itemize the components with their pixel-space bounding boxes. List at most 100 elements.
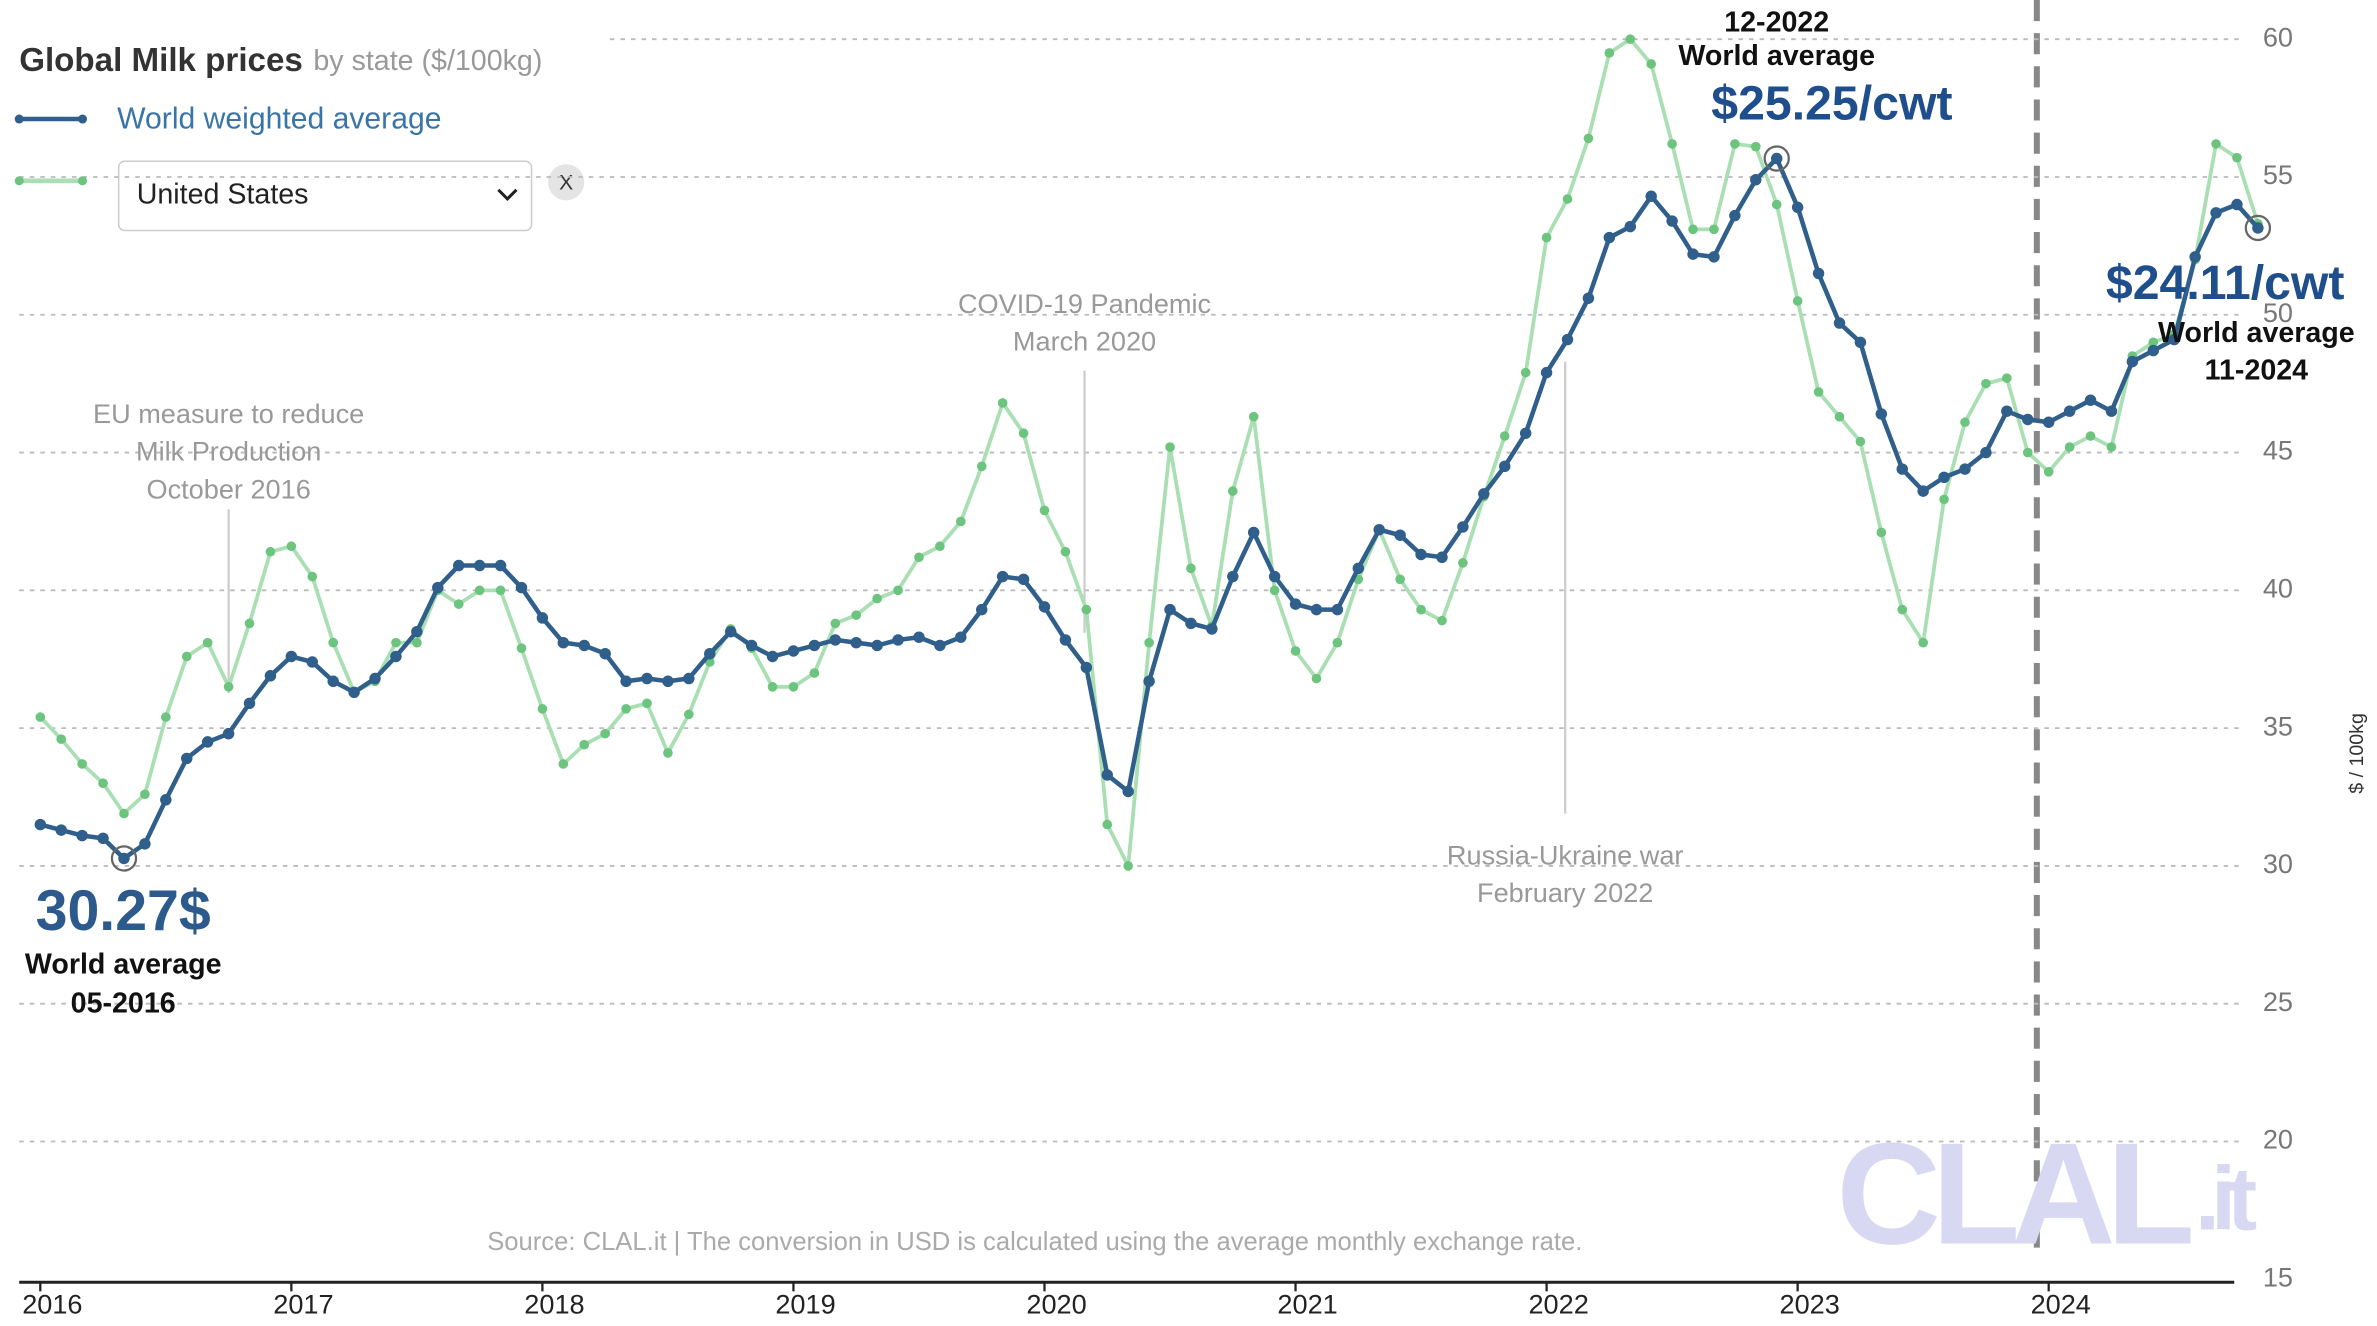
data-point (1645, 190, 1657, 202)
event-label: March 2020 (1013, 326, 1156, 357)
y-tick-label: 35 (2263, 710, 2293, 741)
data-point (1415, 548, 1427, 561)
data-point (1812, 267, 1825, 280)
x-tick-label: 2019 (775, 1289, 835, 1320)
data-point (766, 650, 779, 663)
data-point (1352, 562, 1365, 575)
data-point (913, 631, 925, 643)
watermark-main: CLAL (1836, 1113, 2190, 1275)
data-point (1582, 292, 1595, 304)
x-tick-label: 2024 (2031, 1289, 2091, 1320)
data-point (1603, 231, 1616, 244)
y-tick-label: 45 (2263, 435, 2293, 466)
data-point (35, 712, 46, 722)
data-point (2147, 344, 2160, 357)
data-point (1394, 529, 1406, 541)
data-point (557, 636, 570, 649)
data-point (1960, 417, 1970, 428)
data-point (1854, 336, 1867, 349)
data-point (1247, 526, 1260, 539)
highlight-value: $24.11/cwt (2106, 256, 2345, 310)
data-point (724, 625, 737, 638)
data-point (453, 599, 464, 609)
dropdown-value[interactable]: United States (137, 178, 309, 210)
data-point (892, 634, 904, 646)
data-point (1541, 232, 1552, 243)
legend-dot (14, 176, 24, 186)
data-point (2168, 333, 2180, 346)
y-tick-label: 55 (2263, 159, 2293, 190)
data-point (1373, 523, 1385, 536)
data-point (893, 585, 903, 596)
data-point (641, 672, 653, 685)
x-tick-label: 2020 (1026, 1289, 1086, 1320)
data-point (160, 794, 172, 806)
data-point (1688, 224, 1698, 235)
data-point (369, 672, 381, 685)
x-tick-label: 2022 (1528, 1289, 1588, 1320)
data-point (2064, 442, 2075, 452)
data-point (432, 581, 444, 594)
data-point (119, 808, 129, 819)
data-point (1791, 201, 1804, 214)
y-tick-label: 20 (2263, 1124, 2293, 1155)
highlight-ring (1763, 145, 1790, 172)
highlight-caption: World average (2158, 317, 2355, 349)
data-point (1206, 623, 1218, 635)
event-label: February 2022 (1477, 877, 1653, 908)
data-point (328, 637, 339, 648)
event-label: EU measure to reduce (93, 398, 364, 429)
data-point (1896, 463, 1908, 475)
data-point (56, 734, 67, 744)
clear-button[interactable] (548, 164, 585, 201)
data-point (1331, 603, 1344, 616)
data-point (1185, 617, 1197, 630)
y-tick-label: 15 (2263, 1261, 2293, 1292)
data-point (579, 739, 590, 750)
data-point (390, 650, 402, 663)
data-point (201, 736, 214, 748)
data-point (474, 585, 485, 596)
data-point (1437, 615, 1447, 626)
data-point (244, 618, 255, 629)
data-point (391, 637, 401, 648)
data-point (1709, 224, 1719, 235)
highlight-ring (2244, 214, 2272, 242)
data-point (1519, 427, 1532, 439)
data-point (515, 581, 528, 594)
data-point (327, 675, 339, 688)
data-point (808, 639, 821, 652)
highlight-ring (110, 845, 138, 872)
data-point (1625, 34, 1636, 44)
data-point (1311, 673, 1322, 684)
data-point (536, 612, 549, 624)
data-point (118, 852, 130, 865)
legend-dot (14, 114, 24, 124)
data-point (1750, 173, 1762, 186)
data-point (788, 681, 799, 692)
data-point (1729, 209, 1741, 222)
watermark-suffix: .it (2195, 1148, 2256, 1249)
data-point (1080, 661, 1093, 674)
data-point (181, 752, 193, 765)
data-point (1833, 317, 1846, 329)
x-tick-label: 2017 (273, 1289, 333, 1320)
clear-label[interactable]: X (559, 171, 573, 194)
data-point (872, 593, 882, 604)
data-point (1876, 527, 1887, 538)
data-point (1144, 637, 1154, 648)
data-point (851, 610, 862, 620)
data-point (2231, 198, 2243, 211)
data-point (2148, 337, 2159, 348)
data-point (1268, 570, 1281, 583)
data-point (809, 668, 820, 678)
data-point (578, 639, 590, 652)
data-point (161, 712, 171, 722)
dropdown-chevron[interactable] (497, 188, 518, 202)
data-point (77, 759, 87, 769)
dropdown[interactable] (117, 160, 533, 232)
data-point (2105, 405, 2118, 417)
data-point (1101, 769, 1113, 781)
data-point (871, 639, 883, 652)
